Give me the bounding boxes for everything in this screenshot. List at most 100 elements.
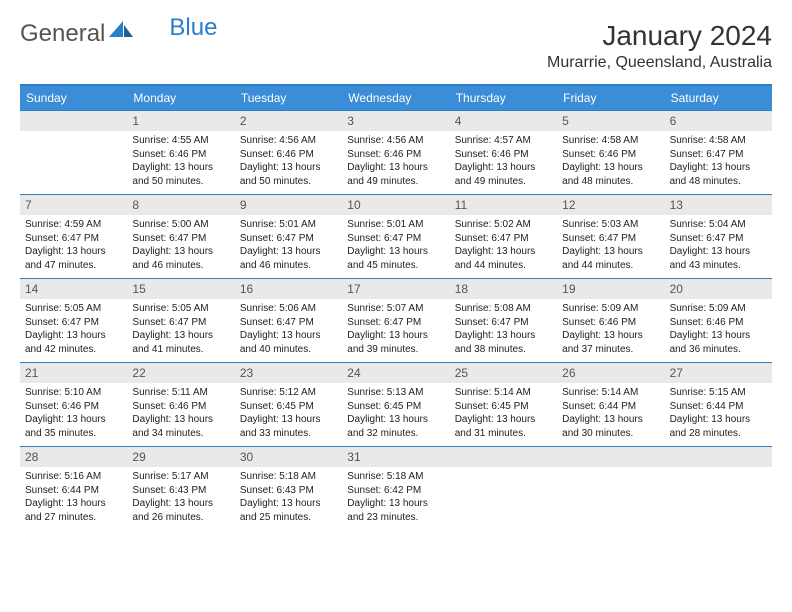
sunset-text: Sunset: 6:46 PM [455,148,552,162]
dl1-text: Daylight: 13 hours [562,413,659,427]
calendar-day-cell: 17Sunrise: 5:07 AMSunset: 6:47 PMDayligh… [342,278,449,362]
sunrise-text: Sunrise: 4:56 AM [240,134,337,148]
date-number [557,447,664,467]
date-number [665,447,772,467]
dl2-text: and 27 minutes. [25,511,122,525]
sunset-text: Sunset: 6:47 PM [455,232,552,246]
sunrise-text: Sunrise: 5:06 AM [240,302,337,316]
date-number: 31 [342,447,449,467]
sunrise-text: Sunrise: 5:09 AM [670,302,767,316]
calendar-day-cell: 18Sunrise: 5:08 AMSunset: 6:47 PMDayligh… [450,278,557,362]
sunset-text: Sunset: 6:46 PM [562,148,659,162]
sunset-text: Sunset: 6:47 PM [132,316,229,330]
date-number: 1 [127,111,234,131]
sunrise-text: Sunrise: 5:08 AM [455,302,552,316]
day-details: Sunrise: 5:09 AMSunset: 6:46 PMDaylight:… [557,299,664,362]
dl2-text: and 48 minutes. [670,175,767,189]
sunrise-text: Sunrise: 5:17 AM [132,470,229,484]
dl1-text: Daylight: 13 hours [670,413,767,427]
sunrise-text: Sunrise: 5:05 AM [132,302,229,316]
sunrise-text: Sunrise: 4:56 AM [347,134,444,148]
dl2-text: and 32 minutes. [347,427,444,441]
calendar-day-cell: 15Sunrise: 5:05 AMSunset: 6:47 PMDayligh… [127,278,234,362]
sunset-text: Sunset: 6:46 PM [25,400,122,414]
date-number: 24 [342,363,449,383]
calendar-day-cell: 31Sunrise: 5:18 AMSunset: 6:42 PMDayligh… [342,446,449,530]
day-details: Sunrise: 5:06 AMSunset: 6:47 PMDaylight:… [235,299,342,362]
day-header: Thursday [450,86,557,110]
sunset-text: Sunset: 6:44 PM [670,400,767,414]
day-details [665,467,772,476]
sunrise-text: Sunrise: 4:58 AM [562,134,659,148]
calendar-day-cell: 10Sunrise: 5:01 AMSunset: 6:47 PMDayligh… [342,194,449,278]
sunset-text: Sunset: 6:46 PM [132,148,229,162]
sunset-text: Sunset: 6:45 PM [240,400,337,414]
calendar-day-cell: 24Sunrise: 5:13 AMSunset: 6:45 PMDayligh… [342,362,449,446]
day-details: Sunrise: 4:57 AMSunset: 6:46 PMDaylight:… [450,131,557,194]
calendar-day-cell: 28Sunrise: 5:16 AMSunset: 6:44 PMDayligh… [20,446,127,530]
date-number: 4 [450,111,557,131]
dl1-text: Daylight: 13 hours [25,245,122,259]
dl1-text: Daylight: 13 hours [347,329,444,343]
sunrise-text: Sunrise: 5:07 AM [347,302,444,316]
sunset-text: Sunset: 6:47 PM [670,232,767,246]
calendar-day-cell: 8Sunrise: 5:00 AMSunset: 6:47 PMDaylight… [127,194,234,278]
dl2-text: and 33 minutes. [240,427,337,441]
dl2-text: and 50 minutes. [240,175,337,189]
calendar-empty-cell [450,446,557,530]
page-header: General Blue January 2024 Murarrie, Quee… [20,20,772,72]
day-details: Sunrise: 4:59 AMSunset: 6:47 PMDaylight:… [20,215,127,278]
date-number [450,447,557,467]
dl1-text: Daylight: 13 hours [562,245,659,259]
day-details: Sunrise: 5:07 AMSunset: 6:47 PMDaylight:… [342,299,449,362]
date-number: 2 [235,111,342,131]
calendar-day-cell: 21Sunrise: 5:10 AMSunset: 6:46 PMDayligh… [20,362,127,446]
dl1-text: Daylight: 13 hours [455,245,552,259]
day-header: Sunday [20,86,127,110]
sunset-text: Sunset: 6:47 PM [240,232,337,246]
calendar-day-cell: 9Sunrise: 5:01 AMSunset: 6:47 PMDaylight… [235,194,342,278]
dl1-text: Daylight: 13 hours [670,329,767,343]
dl2-text: and 48 minutes. [562,175,659,189]
calendar-day-cell: 30Sunrise: 5:18 AMSunset: 6:43 PMDayligh… [235,446,342,530]
sunset-text: Sunset: 6:46 PM [670,316,767,330]
sunrise-text: Sunrise: 5:01 AM [347,218,444,232]
dl2-text: and 25 minutes. [240,511,337,525]
day-header: Monday [127,86,234,110]
calendar-day-cell: 29Sunrise: 5:17 AMSunset: 6:43 PMDayligh… [127,446,234,530]
date-number: 21 [20,363,127,383]
dl1-text: Daylight: 13 hours [25,329,122,343]
dl1-text: Daylight: 13 hours [240,413,337,427]
calendar-empty-cell [557,446,664,530]
dl1-text: Daylight: 13 hours [132,161,229,175]
dl1-text: Daylight: 13 hours [670,245,767,259]
date-number: 8 [127,195,234,215]
calendar-day-cell: 7Sunrise: 4:59 AMSunset: 6:47 PMDaylight… [20,194,127,278]
day-details: Sunrise: 5:01 AMSunset: 6:47 PMDaylight:… [235,215,342,278]
dl2-text: and 23 minutes. [347,511,444,525]
dl2-text: and 46 minutes. [132,259,229,273]
day-details: Sunrise: 5:05 AMSunset: 6:47 PMDaylight:… [20,299,127,362]
date-number: 10 [342,195,449,215]
sunrise-text: Sunrise: 4:59 AM [25,218,122,232]
date-number: 9 [235,195,342,215]
day-details: Sunrise: 5:13 AMSunset: 6:45 PMDaylight:… [342,383,449,446]
sunrise-text: Sunrise: 5:11 AM [132,386,229,400]
calendar-day-cell: 16Sunrise: 5:06 AMSunset: 6:47 PMDayligh… [235,278,342,362]
calendar-day-cell: 2Sunrise: 4:56 AMSunset: 6:46 PMDaylight… [235,110,342,194]
dl2-text: and 26 minutes. [132,511,229,525]
day-header: Wednesday [342,86,449,110]
sunset-text: Sunset: 6:47 PM [25,316,122,330]
date-number: 23 [235,363,342,383]
day-header: Saturday [665,86,772,110]
day-details: Sunrise: 5:14 AMSunset: 6:44 PMDaylight:… [557,383,664,446]
calendar-day-cell: 26Sunrise: 5:14 AMSunset: 6:44 PMDayligh… [557,362,664,446]
day-details: Sunrise: 5:10 AMSunset: 6:46 PMDaylight:… [20,383,127,446]
sunset-text: Sunset: 6:47 PM [347,232,444,246]
dl2-text: and 37 minutes. [562,343,659,357]
dl1-text: Daylight: 13 hours [132,329,229,343]
sunrise-text: Sunrise: 5:16 AM [25,470,122,484]
dl2-text: and 44 minutes. [455,259,552,273]
dl2-text: and 39 minutes. [347,343,444,357]
day-details: Sunrise: 5:14 AMSunset: 6:45 PMDaylight:… [450,383,557,446]
